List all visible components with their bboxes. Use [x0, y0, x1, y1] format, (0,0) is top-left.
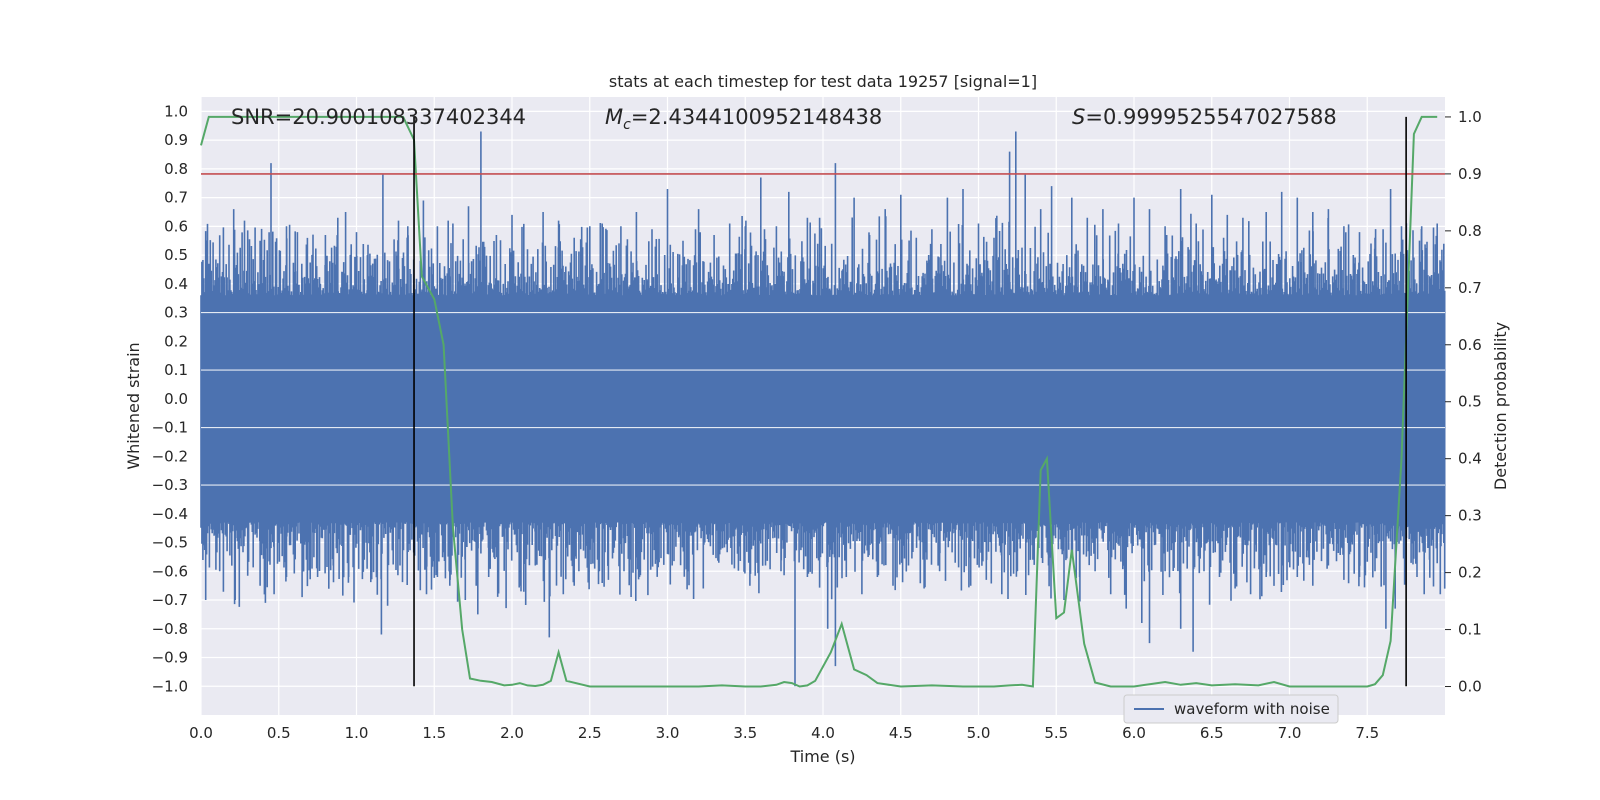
- x-axis-label: Time (s): [789, 747, 855, 766]
- y-tick-label: 0.6: [164, 217, 188, 235]
- x-tick-label: 0.0: [189, 724, 213, 742]
- x-tick-label: 7.5: [1355, 724, 1379, 742]
- y-tick-label: −0.7: [152, 591, 188, 609]
- y-tick-label: 0.1: [164, 361, 188, 379]
- y2-tick-label: 0.2: [1458, 564, 1482, 582]
- snr-annotation: SNR=20.900108337402344: [231, 105, 526, 129]
- waveform-series: [200, 131, 1446, 687]
- y-tick-label: −0.2: [152, 447, 188, 465]
- y-tick-label: 0.4: [164, 275, 188, 293]
- y-tick-label: −0.1: [152, 419, 188, 437]
- x-tick-label: 5.0: [967, 724, 991, 742]
- y2-tick-label: 0.9: [1458, 165, 1482, 183]
- y2-tick-label: 0.7: [1458, 279, 1482, 297]
- y-tick-label: 0.0: [164, 390, 188, 408]
- y-tick-label: −0.6: [152, 562, 188, 580]
- x-tick-label: 6.5: [1200, 724, 1224, 742]
- y-tick-label: 0.2: [164, 332, 188, 350]
- chirp-mass-value: =2.4344100952148438: [631, 105, 882, 129]
- y2-axis-label: Detection probability: [1491, 322, 1510, 490]
- y-tick-label: 0.7: [164, 189, 188, 207]
- x-tick-label: 3.0: [656, 724, 680, 742]
- probability-series: [200, 115, 1438, 688]
- chart-title: stats at each timestep for test data 192…: [609, 72, 1037, 91]
- x-tick-label: 5.5: [1044, 724, 1068, 742]
- y-tick-label: −1.0: [152, 677, 188, 695]
- y2-tick-label: 0.5: [1458, 393, 1482, 411]
- y2-tick-label: 0.4: [1458, 450, 1482, 468]
- x-tick-label: 1.5: [422, 724, 446, 742]
- x-tick-label: 4.0: [811, 724, 835, 742]
- y2-tick-label: 0.0: [1458, 678, 1482, 696]
- legend: waveform with noise: [1123, 694, 1339, 724]
- x-tick-label: 6.0: [1122, 724, 1146, 742]
- x-tick-label: 2.5: [578, 724, 602, 742]
- chirp-mass-subscript: c: [623, 117, 631, 133]
- x-tick-label: 1.0: [345, 724, 369, 742]
- waveform-line: [200, 131, 1446, 687]
- chirp-mass-annotation: Mc=2.4344100952148438: [605, 105, 882, 133]
- y-axis-ticks: 1.0 0.9 0.8 0.7 0.6 0.5 0.4 0.3 0.2 0.1 0.0 −0.1 −0.…: [152, 102, 188, 695]
- score-annotation: S=0.9999525547027588: [1072, 105, 1337, 129]
- y2-tick-label: 0.1: [1458, 621, 1482, 639]
- x-axis-ticks: 0.0 0.5 1.0 1.5 2.0 2.5 3.0 3.5 4.0 4.5 5.0 5.5 6.0 6…: [189, 724, 1379, 742]
- x-tick-label: 2.0: [500, 724, 524, 742]
- y2-tick-label: 0.6: [1458, 336, 1482, 354]
- legend-box: [1123, 694, 1339, 724]
- y-tick-label: −0.3: [152, 476, 188, 494]
- x-tick-label: 7.0: [1278, 724, 1302, 742]
- y-tick-label: 0.3: [164, 304, 188, 322]
- y-tick-label: −0.8: [152, 620, 188, 638]
- reference-lines: [201, 116, 1445, 687]
- x-tick-label: 3.5: [733, 724, 757, 742]
- legend-label: waveform with noise: [1174, 700, 1330, 718]
- x-tick-label: 0.5: [267, 724, 291, 742]
- y2-axis-ticks: 1.0 0.9 0.8 0.7 0.6 0.5 0.4 0.3 0.2 0.1 0.0: [1445, 108, 1482, 696]
- y-tick-label: −0.5: [152, 534, 188, 552]
- score-symbol: S: [1072, 105, 1085, 129]
- y-axis-label: Whitened strain: [124, 342, 143, 469]
- y2-tick-label: 0.3: [1458, 507, 1482, 525]
- y-tick-label: 1.0: [164, 102, 188, 120]
- y-tick-label: 0.8: [164, 160, 188, 178]
- y2-tick-label: 1.0: [1458, 108, 1482, 126]
- y-tick-label: −0.9: [152, 649, 188, 667]
- chirp-mass-symbol: M: [605, 105, 623, 129]
- score-value: =0.9999525547027588: [1085, 105, 1336, 129]
- y-tick-label: 0.5: [164, 246, 188, 264]
- y-tick-label: −0.4: [152, 505, 188, 523]
- y-tick-label: 0.9: [164, 131, 188, 149]
- probability-line: [200, 115, 1438, 688]
- x-tick-label: 4.5: [889, 724, 913, 742]
- y2-tick-label: 0.8: [1458, 222, 1482, 240]
